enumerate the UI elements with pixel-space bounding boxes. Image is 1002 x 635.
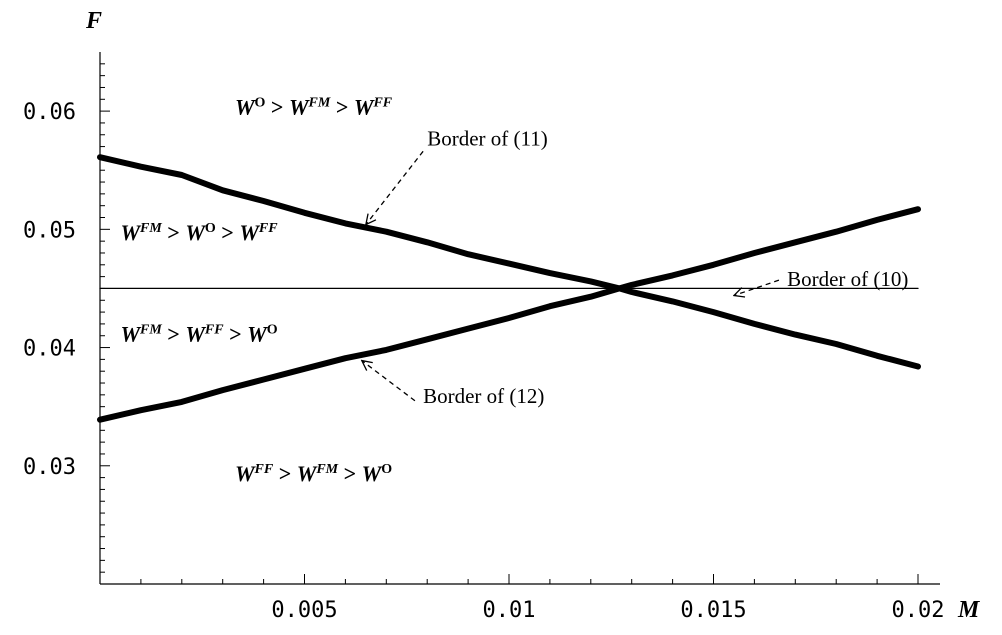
annotation-border-11: Border of (11) [427,126,548,150]
series-line-border-11 [97,154,921,370]
y-tick-label: 0.06 [23,100,76,125]
x-tick-label: 0.005 [271,598,337,623]
region-upper-left-label: WFM > WO > WFF [120,220,278,245]
annotation-arrow-border-11 [366,150,424,224]
region-lower-left-label: WFM > WFF > WO [120,322,277,347]
region-bottom-label: WFF > WFM > WO [235,461,392,486]
x-tick-label: 0.01 [483,598,536,623]
x-axis-title: M [957,597,981,623]
y-tick-label: 0.04 [23,337,76,362]
y-axis-title: F [85,8,102,34]
x-tick-label: 0.02 [892,598,945,623]
x-tick-label: 0.015 [680,598,746,623]
annotation-arrow-border-12 [362,361,416,402]
y-tick-label: 0.03 [23,455,76,480]
axes: 0.005 0.01 0.015 0.02 0.03 0.04 0.05 0.06 [23,52,944,623]
y-tick-label: 0.05 [23,218,76,243]
annotation-border-12: Border of (12) [423,384,544,408]
annotations: Border of (11) Border of (10) Border of (1… [362,126,908,408]
region-top-label: WO > WFM > WFF [235,95,393,120]
region-labels: WO > WFM > WFF WFM > WO > WFF WFM > WFF > … [120,95,392,486]
series-line-border-12 [97,206,921,423]
annotation-arrow-border-10 [734,279,780,295]
annotation-border-10: Border of (10) [787,267,908,291]
series-layer [97,154,921,423]
